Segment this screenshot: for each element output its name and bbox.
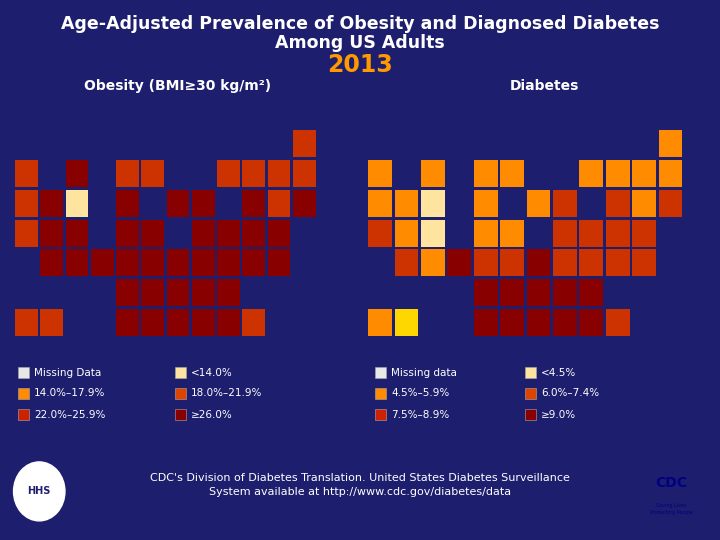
Bar — [18, 367, 29, 377]
Text: Saving Lives
Protecting People: Saving Lives Protecting People — [650, 503, 693, 515]
Text: Diabetes: Diabetes — [509, 79, 579, 93]
Text: ≥26.0%: ≥26.0% — [191, 409, 233, 420]
Bar — [525, 388, 536, 399]
Bar — [175, 367, 186, 377]
Text: CDC's Division of Diabetes Translation. United States Diabetes Surveillance
Syst: CDC's Division of Diabetes Translation. … — [150, 472, 570, 497]
Text: <4.5%: <4.5% — [541, 368, 576, 377]
Text: Age-Adjusted Prevalence of Obesity and Diagnosed Diabetes: Age-Adjusted Prevalence of Obesity and D… — [60, 15, 660, 33]
Text: 6.0%–7.4%: 6.0%–7.4% — [541, 388, 599, 399]
Text: 7.5%–8.9%: 7.5%–8.9% — [391, 409, 449, 420]
Bar — [525, 408, 536, 420]
Bar — [375, 408, 386, 420]
Bar — [175, 408, 186, 420]
Bar — [375, 367, 386, 377]
Text: 18.0%–21.9%: 18.0%–21.9% — [191, 388, 262, 399]
Bar — [525, 367, 536, 377]
Text: <14.0%: <14.0% — [191, 368, 233, 377]
Text: HHS: HHS — [27, 487, 51, 496]
Text: Missing data: Missing data — [391, 368, 457, 377]
Circle shape — [14, 462, 65, 521]
Text: 14.0%–17.9%: 14.0%–17.9% — [34, 388, 105, 399]
Text: Missing Data: Missing Data — [34, 368, 102, 377]
Bar — [18, 408, 29, 420]
Text: 22.0%–25.9%: 22.0%–25.9% — [34, 409, 105, 420]
Text: 4.5%–5.9%: 4.5%–5.9% — [391, 388, 449, 399]
Bar — [18, 388, 29, 399]
Text: 2013: 2013 — [327, 53, 393, 77]
Bar — [175, 388, 186, 399]
Text: CDC: CDC — [655, 476, 688, 490]
Bar — [375, 388, 386, 399]
Text: Obesity (BMI≥30 kg/m²): Obesity (BMI≥30 kg/m²) — [84, 79, 271, 93]
Text: Among US Adults: Among US Adults — [275, 34, 445, 52]
Text: ≥9.0%: ≥9.0% — [541, 409, 576, 420]
